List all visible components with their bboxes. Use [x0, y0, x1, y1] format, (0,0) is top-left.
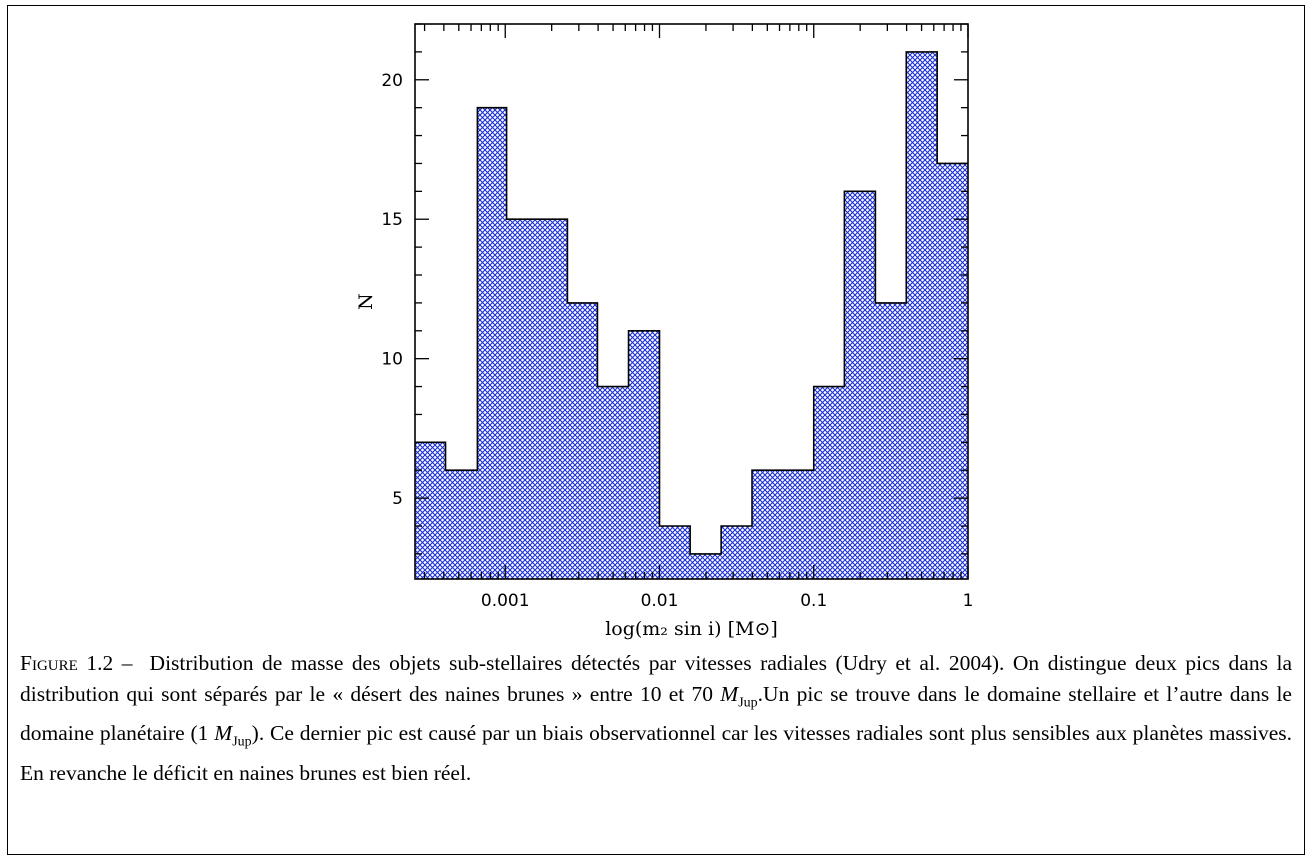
x-tick-label: 0.01 [641, 591, 679, 611]
caption-text-1: Distribution de masse des objets sub-ste… [20, 651, 1292, 706]
histogram-bar [813, 386, 845, 579]
histogram-bar [506, 219, 536, 579]
caption-text-3: ). Ce dernier pic est causé par un biais… [20, 721, 1292, 785]
histogram-bar [906, 51, 938, 579]
histogram-bar [567, 302, 598, 579]
histogram-bar [628, 330, 660, 579]
histogram-bar [752, 470, 783, 579]
y-tick-label: 5 [392, 489, 403, 509]
histogram-bar [844, 191, 876, 580]
x-tick-label: 0.001 [481, 591, 530, 611]
plot-frame [414, 23, 969, 580]
y-tick-label: 20 [381, 71, 403, 91]
figure-caption: Figure 1.2 – Distribution de masse des o… [20, 648, 1292, 789]
mjup-symbol-1: MJup [720, 682, 758, 711]
mjup-symbol-2: MJup [214, 721, 252, 750]
histogram-bar [477, 107, 507, 580]
histogram-bar [659, 526, 691, 579]
histogram-bar [445, 470, 478, 579]
histogram-bar [535, 219, 568, 579]
x-tick-label: 0.1 [800, 591, 827, 611]
x-tick-label: 1 [963, 591, 974, 611]
ticks-layer [415, 23, 969, 579]
histogram-outline [415, 51, 968, 555]
histogram-bar [415, 442, 446, 579]
caption-text-2: .Un pic se trouve dans le domaine stella… [20, 682, 1292, 746]
histogram-bar [782, 470, 814, 579]
y-tick-label: 10 [381, 350, 403, 370]
y-axis-title: N [355, 293, 377, 310]
y-tick-label: 15 [381, 210, 403, 230]
histogram-bar [597, 386, 629, 579]
x-axis-title: log(m₂ sin i) [M⊙] [605, 618, 778, 640]
histogram-bar [875, 302, 907, 579]
histogram-bar [937, 163, 968, 579]
histogram-bar [721, 526, 753, 579]
caption-tag: Figure 1.2 – [20, 651, 133, 675]
bars-layer [415, 51, 968, 580]
